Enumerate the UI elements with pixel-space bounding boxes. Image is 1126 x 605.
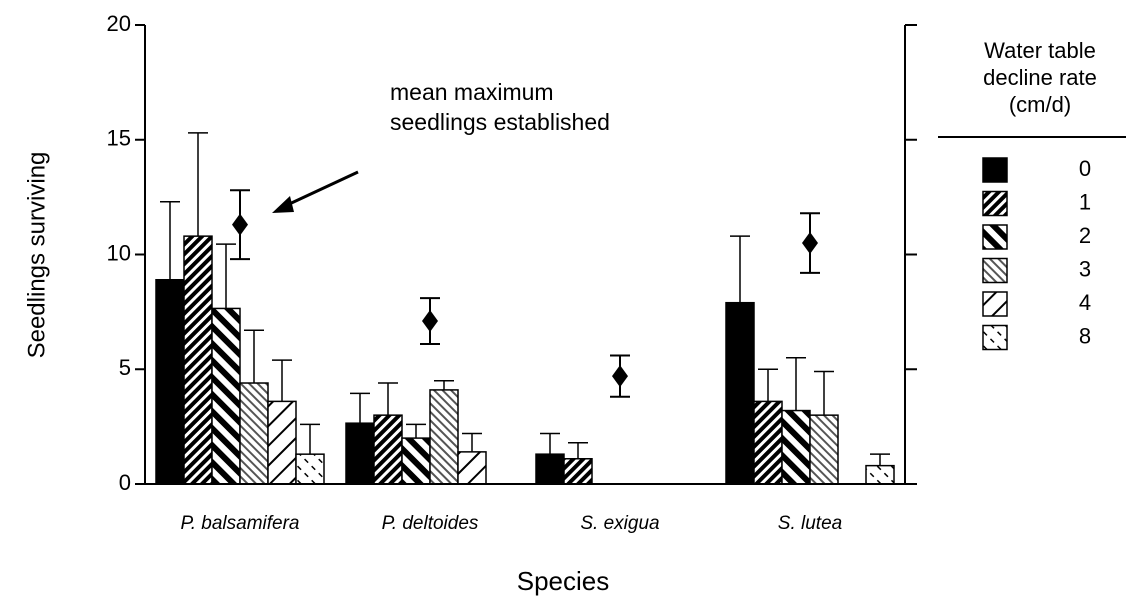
y-tick-label: 0 [119, 470, 131, 495]
legend-swatch [982, 324, 1008, 351]
bar [457, 451, 487, 485]
legend-title: Water table [984, 38, 1096, 63]
bar [753, 400, 783, 485]
y-tick-label: 10 [107, 240, 131, 265]
bar [809, 414, 839, 485]
bar [295, 453, 325, 485]
bar [563, 458, 593, 485]
bar [267, 400, 297, 485]
mean-marker [232, 213, 248, 236]
y-tick-label: 15 [107, 126, 131, 151]
legend-title: (cm/d) [1009, 92, 1071, 117]
legend-swatch [982, 157, 1008, 183]
bar [155, 278, 185, 485]
annotation-arrowhead [272, 196, 294, 213]
bar [429, 389, 459, 485]
bar [535, 453, 565, 485]
legend-title: decline rate [983, 65, 1097, 90]
bar [373, 414, 403, 485]
legend-swatch [982, 224, 1008, 250]
y-tick-label: 20 [107, 11, 131, 36]
y-axis-label: Seedlings surviving [23, 152, 50, 359]
x-tick-label: S. lutea [778, 513, 842, 534]
x-axis-label: Species [517, 566, 610, 596]
mean-marker [802, 232, 818, 255]
y-tick-label: 5 [119, 355, 131, 380]
bar [183, 235, 213, 485]
legend-swatch [982, 257, 1008, 284]
legend-label: 2 [1079, 223, 1091, 248]
mean-marker [422, 310, 438, 333]
legend-label: 3 [1079, 256, 1091, 281]
legend-swatch [982, 291, 1008, 317]
x-tick-label: S. exigua [580, 513, 659, 534]
bar [865, 464, 895, 485]
mean-marker [612, 365, 628, 388]
bar [725, 301, 755, 485]
bar [345, 422, 375, 485]
bar [401, 437, 431, 485]
legend-swatch [982, 190, 1008, 217]
annotation: mean maximum [390, 79, 554, 105]
bar [211, 307, 241, 485]
annotation: seedlings established [390, 109, 610, 135]
legend-label: 0 [1079, 156, 1091, 181]
bar [781, 409, 811, 485]
x-tick-label: P. deltoides [382, 513, 479, 534]
legend-label: 4 [1079, 290, 1091, 315]
legend-label: 8 [1079, 323, 1091, 348]
annotation-arrow [284, 170, 359, 208]
legend-label: 1 [1079, 189, 1091, 214]
x-tick-label: P. balsamifera [181, 513, 300, 534]
bar [239, 382, 269, 485]
